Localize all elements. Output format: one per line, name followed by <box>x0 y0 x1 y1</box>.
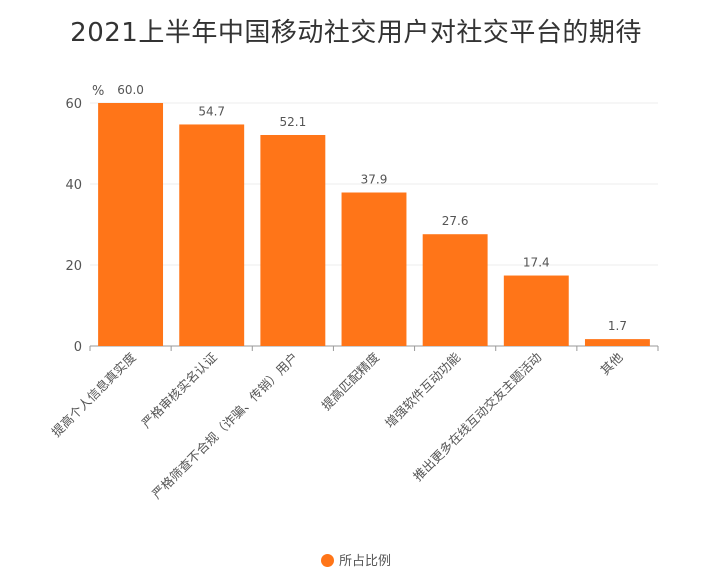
data-label: 60.0 <box>117 83 144 97</box>
data-label: 52.1 <box>279 115 306 129</box>
bar <box>341 192 407 346</box>
x-tick-label: 严格审核实名认证 <box>139 349 221 431</box>
bar <box>422 234 488 346</box>
data-label: 27.6 <box>442 214 469 228</box>
x-tick-label: 推出更多在线互动交友主题活动 <box>410 350 544 484</box>
x-tick-label: 严格筛查不合规（诈骗、传销）用户 <box>149 350 301 502</box>
data-label: 37.9 <box>361 173 388 187</box>
bar <box>179 124 245 346</box>
y-tick-label: 60 <box>65 97 82 112</box>
bar <box>584 339 650 346</box>
y-tick-label: 20 <box>65 259 82 274</box>
y-tick-label: 40 <box>65 178 82 193</box>
bar <box>98 103 164 346</box>
data-label: 17.4 <box>523 256 550 270</box>
bar <box>260 134 326 346</box>
y-axis-unit: % <box>92 84 104 99</box>
chart-title: 2021上半年中国移动社交用户对社交平台的期待 <box>70 18 642 48</box>
y-tick-label: 0 <box>74 340 82 355</box>
bar <box>503 275 569 346</box>
legend[interactable]: 所占比例 <box>0 550 712 569</box>
data-label: 54.7 <box>198 104 225 118</box>
x-tick-label: 其他 <box>597 349 626 378</box>
legend-swatch <box>320 554 334 567</box>
x-tick-label: 提高个人信息真实度 <box>49 349 140 440</box>
legend-label: 所占比例 <box>338 554 391 569</box>
x-tick-label: 提高匹配精度 <box>318 349 382 413</box>
data-label: 1.7 <box>608 319 627 333</box>
x-tick-label: 增强软件互动功能 <box>382 349 464 431</box>
